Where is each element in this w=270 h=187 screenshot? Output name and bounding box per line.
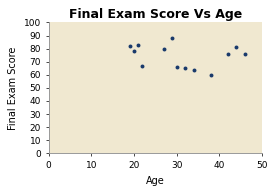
Point <box>234 46 238 49</box>
Point <box>183 67 187 70</box>
Point <box>226 52 230 55</box>
Point <box>127 45 132 47</box>
Point <box>162 47 166 50</box>
Point <box>170 37 174 40</box>
Point <box>208 73 213 76</box>
Point <box>132 50 136 53</box>
Point <box>140 64 145 67</box>
Point <box>136 43 140 46</box>
Point <box>174 65 179 68</box>
Point <box>191 68 196 71</box>
Title: Final Exam Score Vs Age: Final Exam Score Vs Age <box>69 8 242 21</box>
Y-axis label: Final Exam Score: Final Exam Score <box>8 46 18 130</box>
Point <box>243 52 247 55</box>
X-axis label: Age: Age <box>146 176 165 186</box>
